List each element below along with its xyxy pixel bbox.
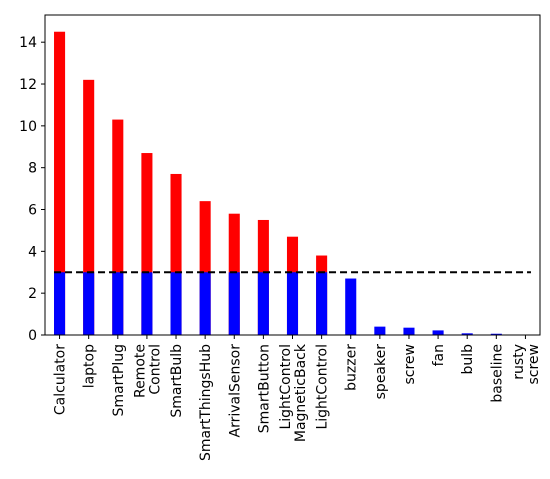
y-tick-label-6: 12 — [19, 77, 37, 93]
x-tick-label-16: rustyscrew — [511, 344, 542, 385]
bars-layer — [54, 32, 531, 335]
bar-series-1-0 — [54, 272, 65, 335]
x-tick-label-1: laptop — [82, 344, 98, 388]
bar-series-1-6 — [229, 272, 240, 335]
y-tick-label-5: 10 — [19, 119, 37, 135]
y-ticks-layer: 0 2 4 6 8 10 12 14 — [19, 35, 45, 344]
bar-series-1-12 — [403, 328, 414, 335]
x-tick-label-13: fan — [431, 344, 447, 366]
bar-series-1-4 — [170, 272, 181, 335]
bar-series-1-10 — [345, 279, 356, 335]
x-tick-label-2: SmartPlug — [111, 344, 127, 416]
x-tick-label-5: SmartThingsHub — [198, 344, 214, 461]
y-tick-label-0: 0 — [28, 328, 37, 344]
bar-series-1-7 — [258, 272, 269, 335]
x-tick-label-15: baseline — [489, 344, 505, 403]
x-tick-label-11: speaker — [373, 344, 389, 400]
y-tick-label-4: 8 — [28, 161, 37, 177]
y-tick-label-3: 6 — [28, 203, 37, 219]
y-tick-label-1: 2 — [28, 286, 37, 302]
x-tick-label-14: bulb — [460, 344, 476, 375]
x-tick-label-12: screw — [402, 344, 418, 385]
bar-series-1-9 — [316, 272, 327, 335]
x-tick-label-6: ArrivalSensor — [227, 344, 243, 438]
x-tick-label-3: RemoteControl — [132, 344, 163, 398]
x-tick-label-4: SmartBulb — [169, 344, 185, 418]
x-tick-label-0: Calculator — [53, 344, 69, 415]
bar-series-1-5 — [200, 272, 211, 335]
x-tick-label-7: SmartButton — [256, 344, 272, 433]
y-tick-label-2: 4 — [28, 244, 37, 260]
x-tick-label-8: LightControlMagneticBack — [278, 343, 309, 442]
bar-series-1-11 — [374, 327, 385, 335]
bar-series-1-8 — [287, 272, 298, 335]
x-tick-label-10: buzzer — [344, 344, 360, 391]
x-tick-label-9: LightControl — [315, 344, 331, 430]
bar-series-1-1 — [83, 272, 94, 335]
bar-series-1-3 — [141, 272, 152, 335]
bar-series-1-2 — [112, 272, 123, 335]
y-tick-label-7: 14 — [19, 35, 37, 51]
bar-series-1-13 — [433, 330, 444, 335]
